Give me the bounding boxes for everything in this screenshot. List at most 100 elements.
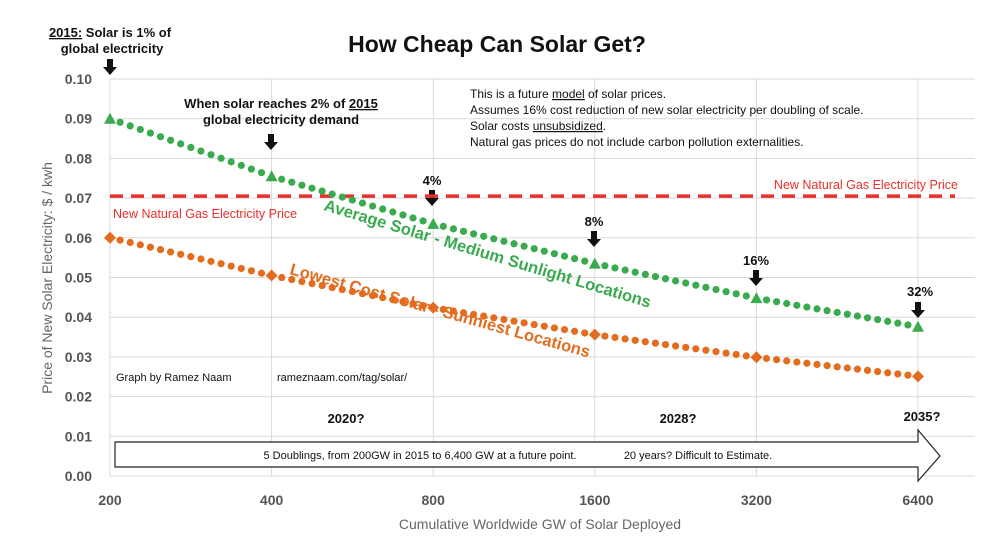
series-dot (187, 253, 195, 261)
y-tick-label: 0.09 (65, 111, 92, 127)
series-dot (358, 199, 367, 207)
series-dot (156, 133, 165, 141)
series-dot (419, 217, 427, 225)
x-tick-label: 200 (98, 492, 122, 508)
series-dot (732, 290, 740, 298)
series-dot (833, 363, 841, 371)
series-dot (288, 178, 296, 186)
two-pct-annotation: When solar reaches 2% of 2015 (184, 96, 378, 111)
series-dot (894, 319, 902, 327)
x-ticks: 200 400 800 1600 3200 6400 (98, 492, 933, 508)
y-axis-label: Price of New Solar Electricity: $ / kwh (39, 162, 55, 394)
series-dot (813, 305, 821, 313)
series-dot (197, 255, 205, 263)
series-dot (146, 243, 154, 251)
series-dot (762, 354, 771, 363)
y-tick-label: 0.03 (65, 349, 92, 365)
series-dot (490, 235, 498, 243)
series-dot (773, 298, 781, 306)
series-dot (682, 343, 690, 351)
series-dot (833, 308, 841, 317)
series-dot (328, 190, 336, 198)
series-dot (389, 208, 397, 216)
start-annotation-line2: global electricity (61, 41, 164, 56)
series-dot (560, 326, 569, 334)
series-dot (439, 305, 447, 313)
series-dot (823, 307, 831, 315)
series-dot (136, 125, 144, 134)
series-dot (722, 288, 730, 296)
series-dot (843, 310, 851, 318)
series-dot (651, 272, 660, 281)
x-tick-label: 3200 (741, 492, 772, 508)
note-3: Solar costs unsubsidized. (470, 119, 606, 133)
x-tick-label: 400 (260, 492, 284, 508)
note-1: This is a future model of solar prices. (470, 87, 666, 101)
series-dot (793, 301, 801, 309)
gas-label-left: New Natural Gas Electricity Price (113, 207, 297, 221)
series-dot (308, 279, 316, 288)
series-dot (217, 154, 225, 162)
series-dot (197, 147, 205, 155)
y-tick-label: 0.10 (65, 71, 92, 87)
note-4: Natural gas prices do not include carbon… (470, 135, 804, 149)
data-point-diamond (750, 351, 763, 364)
down-arrow-icon (587, 231, 601, 247)
down-arrow-icon (911, 302, 925, 318)
series-dot (773, 356, 781, 364)
series-dot (156, 245, 165, 254)
series-dot (651, 339, 660, 347)
series-dot (682, 279, 690, 287)
data-point-triangle (912, 320, 924, 332)
series-dot (328, 283, 336, 292)
series-dot (439, 222, 447, 230)
url: rameznaam.com/tag/solar/ (277, 372, 408, 384)
y-tick-label: 0.02 (65, 389, 92, 405)
series-dot (308, 184, 316, 192)
series-dot (500, 237, 508, 245)
pct-label-16: 16% (743, 253, 769, 268)
series-dot (550, 250, 559, 258)
data-point-triangle (427, 217, 440, 229)
data-point-triangle (750, 292, 763, 304)
series-dot (520, 242, 528, 250)
series-dot (661, 275, 670, 283)
x-tick-label: 1600 (579, 492, 610, 508)
series-dot (399, 298, 407, 306)
series-dot (419, 302, 427, 310)
series-dot (126, 238, 134, 247)
series-dot (348, 287, 356, 296)
series-dot (904, 371, 912, 379)
data-point-triangle (104, 112, 116, 124)
down-arrow-icon (425, 190, 439, 206)
series-dot (540, 322, 548, 330)
series-dot (459, 227, 468, 235)
series-dot (257, 169, 266, 177)
series-dot (863, 314, 872, 322)
series-dot (167, 136, 175, 144)
series-dot (641, 338, 649, 346)
chart-title: How Cheap Can Solar Get? (348, 31, 646, 57)
series-dot (530, 320, 538, 329)
series-dot (449, 307, 457, 315)
series-dot (884, 317, 892, 325)
series-dot (732, 350, 740, 359)
start-annotation: 2015: Solar is 1% of (49, 25, 172, 40)
series-dot (470, 230, 478, 238)
series-dot (510, 317, 518, 325)
y-tick-label: 0.08 (65, 150, 92, 166)
series-dot (348, 196, 356, 204)
series-dot (126, 122, 134, 130)
y-ticks: 0.00 0.01 0.02 0.03 0.04 0.05 0.06 0.07 0.08 0.09… (65, 71, 92, 484)
data-point-diamond (104, 231, 116, 244)
series-dot (459, 309, 468, 317)
series-dot (581, 329, 589, 337)
x-axis-label: Cumulative Worldwide GW of Solar Deploye… (399, 516, 681, 532)
series-dot (490, 314, 498, 322)
series-dot (853, 312, 862, 320)
series-dot (803, 303, 811, 311)
series-dot (470, 310, 478, 319)
series-dot (389, 296, 397, 304)
series-dot (560, 252, 569, 260)
